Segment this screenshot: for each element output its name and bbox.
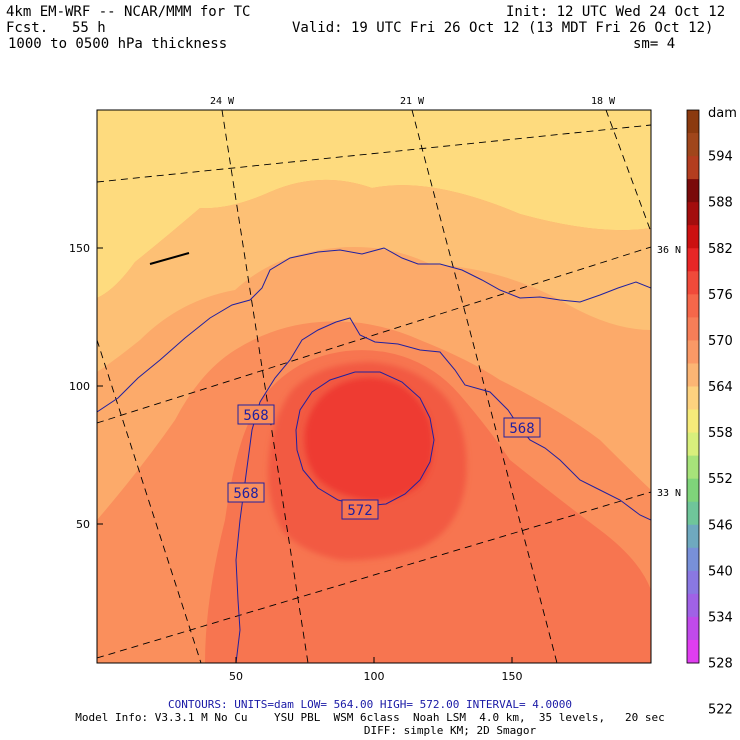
colorbar-swatch [687,340,699,364]
colorbar-swatch [687,202,699,226]
forecast-hours: 55 h [72,20,106,36]
colorbar-units: dam [708,106,737,121]
longitude-line [605,110,651,233]
colorbar-swatch [687,294,699,318]
colorbar-swatch [687,478,699,503]
colorbar-level-label: 552 [708,472,733,487]
contour-label: 568 [233,486,258,502]
colorbar-swatch [687,156,699,180]
colorbar-level-label: 558 [708,426,733,441]
colorbar-swatch [687,593,699,618]
y-tick-label: 150 [69,242,90,255]
smoothing-value: sm= 4 [633,36,676,52]
contour-lines [97,247,651,663]
contour-label: 568 [509,421,534,437]
latitude-line [97,246,651,424]
longitude-line [97,339,202,663]
latitude-line [97,124,651,183]
colorbar-swatch [687,570,699,595]
longitude-line [221,110,309,663]
colorbar-swatch [687,225,699,249]
colorbar-level-label: 522 [708,703,733,718]
colorbar-labels: 594 588 582 576 570 564 558 552 546 540 534 528 522 [708,150,733,718]
contour-label: 568 [243,408,268,424]
field-band-561 [97,179,651,372]
colorbar-swatch [687,639,699,664]
colorbar-swatch [687,363,699,387]
colorbar-level-label: 564 [708,380,733,395]
colorbar-level-label: 594 [708,150,733,165]
colorbar-swatch [687,409,699,434]
lat-label: 33 N [657,488,681,499]
colorbar-swatch [687,616,699,641]
x-tick-label: 150 [502,670,523,683]
contour-572 [295,371,435,507]
colorbar-swatch [687,248,699,272]
colorbar-swatch [687,524,699,549]
colorbar-swatch [687,317,699,341]
colorbar-level-label: 570 [708,334,733,349]
colorbar-swatch [687,271,699,295]
colorbar-level-label: 534 [708,610,733,625]
contour-info: CONTOURS: UNITS=dam LOW= 564.00 HIGH= 57… [168,698,572,711]
colorbar-level-label: 540 [708,564,733,579]
colorbar-swatch [687,133,699,157]
colorbar-swatch [687,110,699,134]
field-title: 1000 to 0500 hPa thickness [8,36,228,52]
colorbar-swatch [687,455,699,480]
colorbar-swatch [687,432,699,457]
colorbar-swatch [687,386,699,411]
y-tick-label: 100 [69,380,90,393]
lat-label: 36 N [657,245,681,256]
colorbar-swatch [687,547,699,572]
colorbar-level-label: 582 [708,242,733,257]
colorbar-swatch [687,501,699,526]
colorbar-swatch [687,179,699,203]
colorbar-border [686,109,700,664]
colorbar-level-label: 546 [708,518,733,533]
x-tick-label: 50 [229,670,243,683]
forecast-label: Fcst. [6,20,49,36]
init-time: Init: 12 UTC Wed 24 Oct 12 [506,4,726,20]
valid-time: Valid: 19 UTC Fri 26 Oct 12 (13 MDT Fri … [292,20,714,36]
colorbar-level-label: 528 [708,657,733,672]
y-tick-label: 50 [76,518,90,531]
diff-info: DIFF: simple KM; 2D Smagor [363,724,537,737]
lon-label: 24 W [210,96,235,107]
colorbar-level-label: 588 [708,196,733,211]
contour-564 [97,247,651,413]
latitude-line [97,491,651,659]
lon-label: 18 W [591,96,616,107]
contour-568 [235,317,651,663]
model-info: Model Info: V3.3.1 M No Cu YSU PBL WSM 6… [75,711,665,724]
field-band-558 [97,110,651,298]
contour-label-group: 568 568 568 572 [227,404,541,520]
latlon-grid [97,110,651,663]
thickness-field [97,110,651,663]
colorbar [686,109,700,664]
model-title: 4km EM-WRF -- NCAR/MMM for TC [6,4,251,20]
lon-label: 21 W [400,96,425,107]
x-tick-label: 100 [364,670,385,683]
contour-label: 572 [347,503,372,519]
field-band-576 [304,377,433,501]
wind-barb [149,252,190,265]
colorbar-level-label: 576 [708,288,733,303]
